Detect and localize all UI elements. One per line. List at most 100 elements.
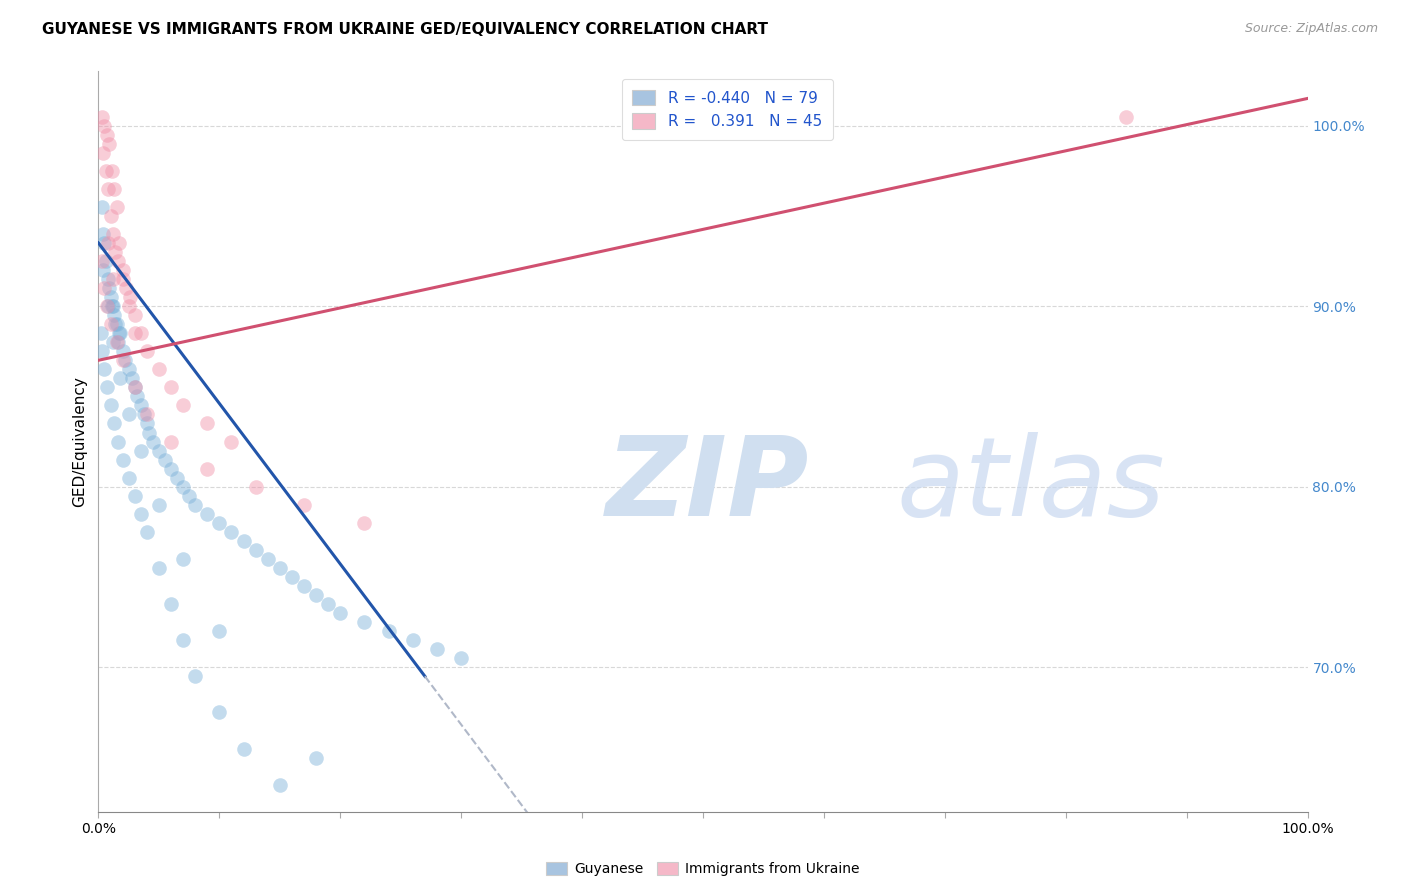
Point (100, 299, 122, 313)
Point (172, 552, 194, 566)
Point (166, 470, 188, 484)
Point (91, 110, 114, 124)
Point (135, 524, 157, 539)
Legend: Guyanese, Immigrants from Ukraine: Guyanese, Immigrants from Ukraine (543, 858, 863, 880)
Point (172, 633, 194, 648)
Point (142, 434, 165, 449)
Point (90, 326, 112, 341)
Point (91, 200, 114, 214)
Point (179, 489, 201, 503)
Point (91, 254, 114, 268)
Point (353, 516, 375, 530)
Point (124, 380, 146, 394)
Point (269, 561, 291, 575)
Point (98, 136, 121, 151)
Point (153, 452, 176, 467)
Point (111, 452, 134, 467)
Legend: R = -0.440   N = 79, R =   0.391   N = 45: R = -0.440 N = 79, R = 0.391 N = 45 (621, 79, 832, 140)
Point (184, 669, 207, 683)
Point (111, 263, 134, 277)
Point (118, 299, 141, 313)
Point (105, 317, 128, 331)
Point (208, 624, 231, 639)
Point (148, 362, 170, 376)
Point (221, 524, 243, 539)
Point (195, 461, 218, 475)
Point (118, 290, 141, 304)
Point (256, 552, 278, 566)
Point (232, 741, 254, 756)
Point (108, 326, 131, 341)
Point (232, 533, 254, 548)
Point (127, 389, 149, 403)
Point (402, 633, 425, 648)
Point (100, 163, 122, 178)
Point (100, 209, 122, 223)
Point (377, 624, 399, 639)
Point (184, 498, 207, 512)
Point (124, 326, 146, 341)
Text: Source: ZipAtlas.com: Source: ZipAtlas.com (1244, 22, 1378, 36)
Point (172, 399, 194, 413)
Point (245, 480, 267, 494)
Point (105, 200, 128, 214)
Point (148, 561, 170, 575)
Point (316, 597, 339, 611)
Point (118, 408, 141, 422)
Point (100, 317, 122, 331)
Point (97, 182, 120, 196)
Text: GUYANESE VS IMMIGRANTS FROM UKRAINE GED/EQUIVALENCY CORRELATION CHART: GUYANESE VS IMMIGRANTS FROM UKRAINE GED/… (42, 22, 768, 37)
Point (101, 227, 124, 241)
Point (245, 542, 267, 557)
Point (98, 281, 121, 295)
Point (108, 326, 131, 341)
Point (129, 326, 152, 341)
Point (100, 399, 122, 413)
Point (111, 272, 134, 286)
Point (450, 651, 472, 665)
Point (221, 434, 243, 449)
Point (111, 344, 134, 359)
Point (329, 606, 352, 620)
Point (91, 263, 114, 277)
Point (101, 272, 124, 286)
Point (118, 362, 141, 376)
Y-axis label: GED/Equivalency: GED/Equivalency (72, 376, 87, 507)
Point (103, 182, 125, 196)
Point (100, 290, 122, 304)
Point (1115, 110, 1137, 124)
Point (111, 353, 134, 368)
Point (129, 443, 152, 458)
Point (97, 272, 120, 286)
Point (121, 371, 143, 385)
Point (96, 380, 118, 394)
Point (160, 380, 183, 394)
Point (91, 344, 114, 359)
Point (107, 254, 129, 268)
Point (195, 507, 218, 521)
Point (97, 235, 120, 250)
Point (172, 480, 194, 494)
Point (108, 235, 131, 250)
Point (91, 227, 114, 241)
Text: atlas: atlas (897, 433, 1166, 540)
Point (160, 597, 183, 611)
Point (353, 615, 375, 629)
Point (101, 299, 124, 313)
Point (124, 380, 146, 394)
Point (134, 408, 156, 422)
Point (93, 235, 115, 250)
Point (292, 579, 315, 593)
Point (94, 163, 117, 178)
Point (97, 299, 120, 313)
Point (93, 281, 115, 295)
Point (108, 371, 131, 385)
Point (124, 489, 146, 503)
Point (160, 434, 183, 449)
Point (195, 417, 218, 431)
Point (91, 145, 114, 160)
Point (104, 317, 127, 331)
Point (129, 507, 152, 521)
Point (94, 254, 117, 268)
Point (101, 335, 124, 350)
